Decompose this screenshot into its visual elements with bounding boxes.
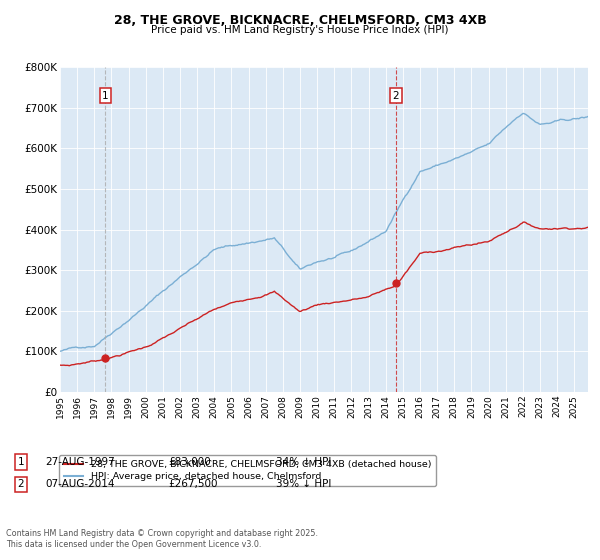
Text: 07-AUG-2014: 07-AUG-2014	[45, 479, 115, 489]
Legend: 28, THE GROVE, BICKNACRE, CHELMSFORD, CM3 4XB (detached house), HPI: Average pri: 28, THE GROVE, BICKNACRE, CHELMSFORD, CM…	[59, 455, 436, 486]
Text: 28, THE GROVE, BICKNACRE, CHELMSFORD, CM3 4XB: 28, THE GROVE, BICKNACRE, CHELMSFORD, CM…	[113, 14, 487, 27]
Text: £267,500: £267,500	[168, 479, 218, 489]
Text: Price paid vs. HM Land Registry's House Price Index (HPI): Price paid vs. HM Land Registry's House …	[151, 25, 449, 35]
Text: 1: 1	[17, 457, 25, 467]
Text: £83,000: £83,000	[168, 457, 211, 467]
Text: 27-AUG-1997: 27-AUG-1997	[45, 457, 115, 467]
Text: 1: 1	[102, 91, 109, 101]
Text: 39% ↓ HPI: 39% ↓ HPI	[276, 479, 331, 489]
Text: 2: 2	[17, 479, 25, 489]
Text: 2: 2	[392, 91, 400, 101]
Text: Contains HM Land Registry data © Crown copyright and database right 2025.
This d: Contains HM Land Registry data © Crown c…	[6, 529, 318, 549]
Text: 34% ↓ HPI: 34% ↓ HPI	[276, 457, 331, 467]
